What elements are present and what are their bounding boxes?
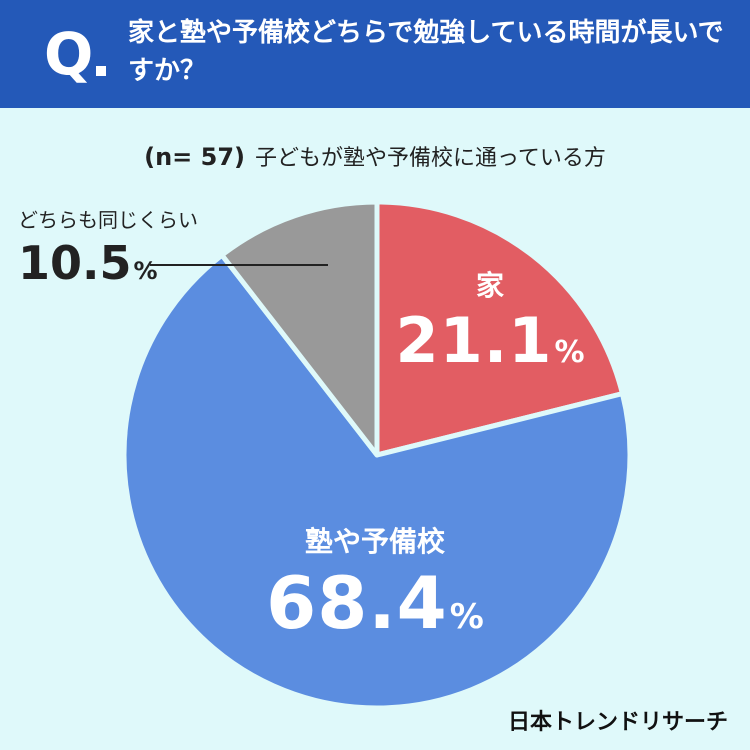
slice-label-juku: 塾や予備校 68.4% [250, 524, 500, 646]
question-header: Q 家と塾や予備校どちらで勉強している時間が長いですか？ [0, 0, 750, 108]
chart-subtitle: (n= 57) 子どもが塾や予備校に通っている方 [0, 140, 750, 176]
slice-name-same: どちらも同じくらい [18, 208, 198, 232]
slice-label-home: 家 21.1% [390, 268, 590, 378]
q-dot [96, 66, 106, 76]
slice-value-same: 10.5 [18, 236, 132, 290]
slice-value-home: 21.1 [395, 304, 553, 377]
slice-unit-juku: % [449, 597, 484, 637]
q-mark: Q [44, 20, 94, 88]
slice-name-home: 家 [475, 269, 504, 302]
pie-slice-home [374, 199, 625, 458]
brand-logo-text: 日本トレンドリサーチ [507, 710, 728, 735]
sample-size: (n= 57) [144, 143, 245, 171]
slice-name-juku: 塾や予備校 [304, 525, 445, 558]
slice-label-same: どちらも同じくらい 10.5% [18, 206, 198, 292]
pie-slice-juku [121, 252, 633, 711]
slice-unit-home: % [554, 335, 585, 370]
slice-value-juku: 68.4 [266, 561, 448, 645]
subtitle-text: 子どもが塾や予備校に通っている方 [254, 146, 606, 171]
question-text: 家と塾や予備校どちらで勉強している時間が長いですか？ [128, 18, 724, 86]
slice-unit-same: % [133, 257, 158, 285]
